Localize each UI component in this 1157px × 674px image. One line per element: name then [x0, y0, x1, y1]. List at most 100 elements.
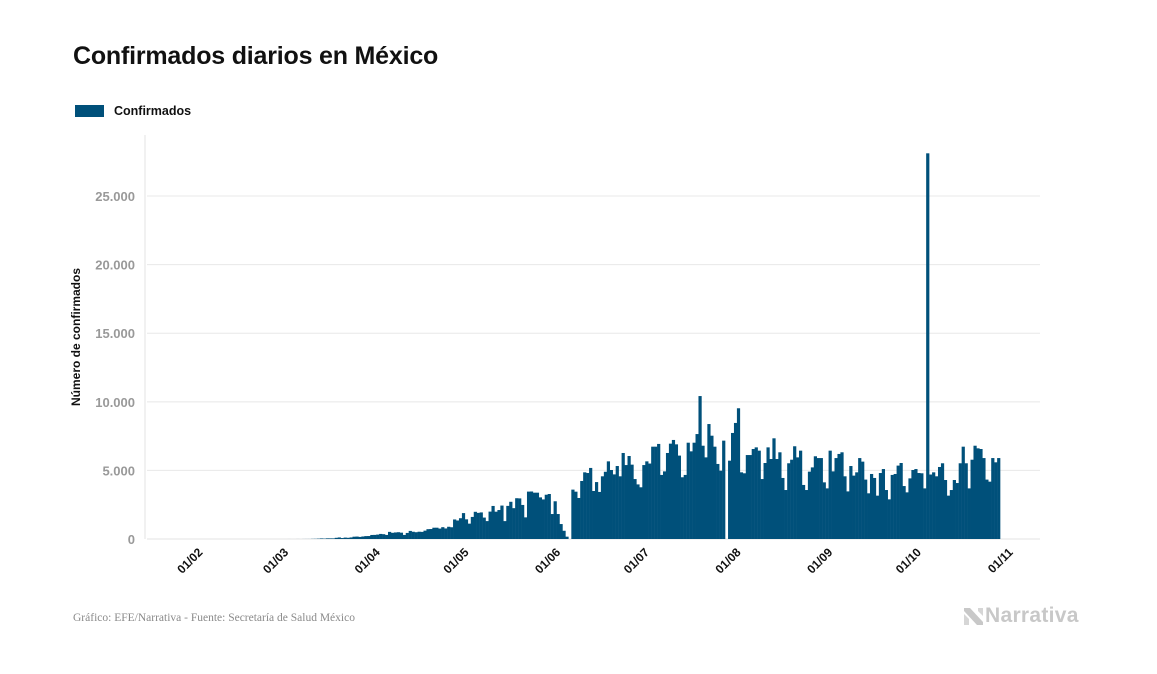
- bar: [799, 450, 803, 539]
- bars: [287, 153, 1001, 539]
- chart-title: Confirmados diarios en México: [73, 42, 439, 70]
- bar: [497, 510, 501, 539]
- bar: [748, 455, 752, 539]
- bar: [503, 521, 507, 539]
- logo-text: Narrativa: [985, 604, 1079, 627]
- bar: [745, 455, 749, 539]
- bar: [512, 508, 516, 539]
- bar: [346, 537, 350, 539]
- bar: [470, 516, 474, 539]
- bar: [816, 458, 820, 539]
- bar: [550, 514, 554, 539]
- bar: [524, 517, 528, 539]
- bar: [450, 527, 454, 539]
- bar: [822, 482, 826, 539]
- narrativa-logo: Narrativa: [963, 604, 1079, 628]
- bar: [562, 530, 566, 539]
- bar: [458, 518, 463, 539]
- bar: [580, 480, 584, 539]
- bar: [867, 493, 871, 539]
- bar: [742, 473, 747, 539]
- bar: [411, 531, 415, 539]
- bar: [429, 529, 433, 539]
- bar: [766, 447, 770, 539]
- bar: [701, 445, 705, 539]
- bar: [837, 453, 841, 539]
- bar: [390, 532, 395, 539]
- bar: [671, 439, 676, 539]
- bar: [905, 492, 909, 539]
- bar: [935, 476, 939, 539]
- bar: [869, 473, 874, 539]
- bar: [819, 458, 823, 539]
- x-tick-label: 01/09: [804, 545, 835, 576]
- bar: [349, 537, 353, 539]
- bar: [402, 534, 406, 539]
- gridlines: [147, 195, 1040, 540]
- bar: [896, 465, 900, 539]
- bar: [843, 476, 847, 539]
- bar: [807, 471, 812, 539]
- bar: [420, 531, 424, 539]
- x-tick-label: 01/03: [260, 545, 291, 576]
- bar: [509, 501, 513, 539]
- bar: [376, 534, 380, 539]
- bar: [343, 537, 347, 539]
- bar: [908, 478, 912, 539]
- bar: [864, 479, 868, 539]
- bar: [586, 473, 590, 539]
- bar: [337, 537, 341, 539]
- bar: [355, 536, 359, 539]
- bar: [890, 474, 894, 539]
- bar: [967, 488, 971, 539]
- y-tick-label: 5.000: [102, 463, 135, 478]
- bar: [970, 459, 974, 539]
- bar: [775, 459, 779, 539]
- bar: [695, 434, 699, 539]
- bar: [946, 495, 951, 539]
- bar: [881, 469, 886, 539]
- bar: [651, 446, 655, 539]
- bar: [887, 499, 891, 539]
- bar: [793, 446, 797, 539]
- bar: [787, 463, 791, 539]
- x-tick-label: 01/11: [985, 545, 1016, 576]
- bar: [373, 534, 377, 539]
- bar: [982, 458, 986, 539]
- bar: [464, 519, 469, 539]
- bar: [367, 536, 371, 539]
- bar: [396, 532, 401, 539]
- bar: [583, 472, 587, 539]
- bar: [408, 530, 412, 539]
- bar: [884, 490, 888, 539]
- bar: [432, 527, 436, 539]
- bar: [660, 474, 664, 539]
- bar: [958, 463, 962, 539]
- bar: [719, 470, 723, 539]
- bar: [515, 498, 519, 539]
- bar: [553, 501, 557, 539]
- bar: [532, 492, 537, 539]
- bar: [674, 444, 679, 539]
- bar: [636, 484, 640, 539]
- bar: [615, 466, 619, 539]
- bar: [686, 442, 690, 539]
- bar: [541, 499, 545, 539]
- bar: [361, 536, 365, 539]
- bar: [979, 449, 983, 539]
- bar: [677, 455, 681, 539]
- bar: [621, 452, 625, 539]
- bar: [949, 490, 954, 539]
- bar: [988, 481, 992, 539]
- y-tick-labels: 0 5.000 10.000 15.000 20.000 25.000: [95, 189, 135, 547]
- bar: [589, 467, 593, 539]
- source-credit: Gráfico: EFE/Narrativa - Fuente: Secreta…: [73, 612, 355, 624]
- bar: [577, 497, 581, 539]
- bar: [654, 446, 658, 539]
- bar: [387, 531, 392, 539]
- bar: [447, 526, 451, 539]
- bar: [482, 517, 486, 539]
- bar: [603, 471, 608, 539]
- bar: [728, 460, 732, 539]
